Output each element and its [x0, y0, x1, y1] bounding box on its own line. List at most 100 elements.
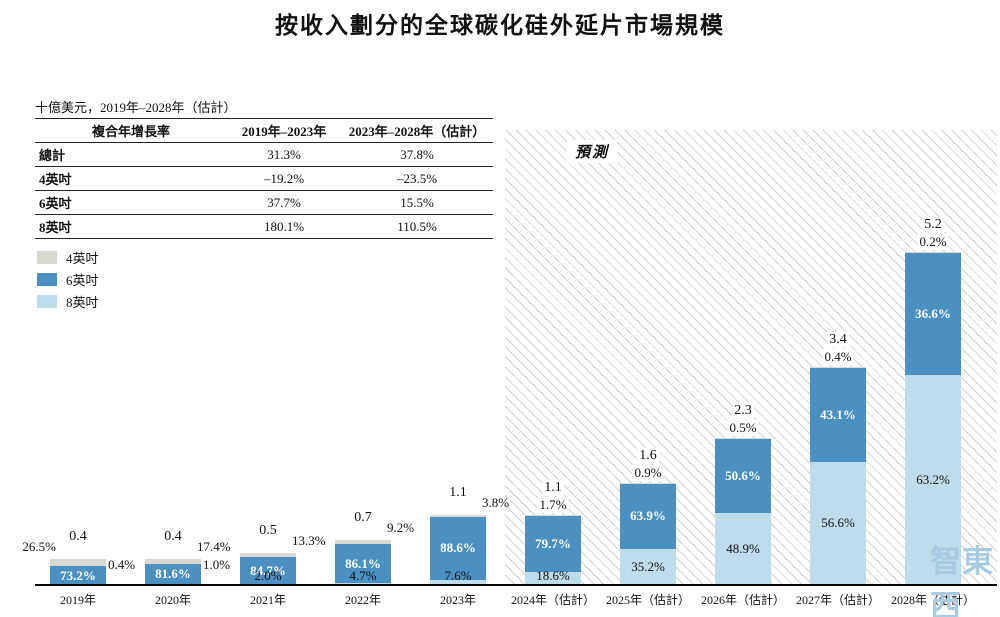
bar-segment-4inch [715, 437, 771, 439]
cagr-table-head: 複合年增長率 2019年–2023年 2023年–2028年（估計） [35, 118, 493, 143]
bar-8inch-label: 48.9% [726, 541, 760, 556]
bar-6inch-label: 73.2% [60, 567, 96, 583]
table-row: 8英吋 180.1% 110.5% [35, 214, 493, 239]
legend-swatch [37, 250, 57, 264]
bar-6inch-label: 86.1% [345, 555, 381, 571]
bar-segment-8inch [620, 548, 676, 585]
bar-segment-6inch [335, 544, 391, 583]
table-cell: 180.1% [227, 214, 341, 239]
bar-6inch-label: 36.6% [915, 305, 951, 321]
bar-total-label: 0.4 [69, 529, 87, 545]
bar-segment-6inch [715, 438, 771, 513]
bar-8inch-label: 1.0% [203, 557, 231, 572]
bar-segment-6inch [430, 517, 486, 580]
cagr-table-body: 總計 31.3% 37.8% 4英吋 –19.2% –23.5% 6英吋 37.7% 15.5%… [35, 142, 493, 239]
table-cell: 31.3% [227, 142, 341, 167]
bar-8inch-label: 56.6% [821, 515, 855, 531]
bar-segment-6inch [810, 368, 866, 462]
x-axis-label: 2021年 [249, 593, 287, 607]
bar-8inch-label: 7.6% [444, 568, 472, 583]
x-axis-label: 2026年（估計） [700, 593, 786, 607]
bar-segment-6inch [240, 557, 296, 585]
legend-label: 4英吋 [66, 250, 99, 266]
page-title: 按收入劃分的全球碳化硅外延片市場規模 [275, 13, 725, 38]
bar-8inch-label: 2.0% [254, 568, 282, 583]
bar-segment-8inch [525, 571, 581, 585]
bar-4inch-label: 1.7% [537, 496, 569, 513]
bar-4inch-label: 0.2% [917, 234, 949, 251]
legend-swatch [37, 294, 57, 308]
x-axis-line [35, 584, 997, 586]
bar-total-label: 0.5 [259, 523, 277, 538]
table-cell: –19.2% [227, 166, 341, 191]
bar-6inch-label: 43.1% [820, 406, 856, 422]
bar-4inch-label: 13.3% [292, 533, 326, 548]
bar-segment-6inch [905, 252, 961, 375]
forecast-label: 預測 [567, 140, 618, 163]
x-axis-label: 2019年 [59, 593, 97, 607]
table-cell: 4英吋 [35, 166, 227, 191]
bar-segment-4inch [810, 367, 866, 369]
bar-total-label: 5.2 [922, 217, 944, 234]
table-header-cell: 2023年–2028年（估計） [341, 118, 493, 143]
bar-6inch-label: 84.7% [250, 562, 286, 578]
legend-item: 4英吋 [37, 246, 99, 268]
bar-total-label: 2.3 [732, 402, 754, 419]
bar-8inch-label: 4.7% [349, 568, 377, 583]
table-cell: –23.5% [341, 166, 493, 191]
x-axis-label: 2025年（估計） [605, 593, 691, 607]
bar-6inch-label: 50.6% [725, 467, 761, 483]
bar-4inch-label: 3.8% [482, 494, 510, 510]
table-cell: 37.7% [227, 190, 341, 215]
bar-segment-8inch [810, 461, 866, 585]
bar-total-label: 0.7 [354, 510, 372, 526]
bar-4inch-label: 9.2% [387, 520, 415, 536]
bar-4inch-label: 17.4% [197, 539, 231, 555]
bar-total-label: 3.4 [827, 332, 849, 349]
bar-segment-8inch [430, 579, 486, 585]
bar-6inch-label: 79.7% [535, 535, 571, 551]
table-cell: 8英吋 [35, 214, 227, 239]
table-cell: 6英吋 [35, 190, 227, 215]
bar-segment-8inch [240, 584, 296, 585]
x-axis-label: 2027年（估計） [795, 593, 881, 607]
bar-4inch-label: 26.5% [22, 539, 56, 555]
legend-label: 6英吋 [66, 272, 99, 288]
table-row: 總計 31.3% 37.8% [35, 142, 493, 167]
table-row: 6英吋 37.7% 15.5% [35, 190, 493, 215]
x-axis-label: 2023年 [439, 593, 477, 607]
bar-8inch-label: 0.4% [108, 557, 136, 572]
bar-6inch-label: 81.6% [155, 566, 191, 582]
bar-segment-6inch [145, 563, 201, 585]
bar-segment-8inch [335, 582, 391, 585]
cagr-table: 複合年增長率 2019年–2023年 2023年–2028年（估計） 總計 31.3%… [35, 118, 493, 239]
table-cell: 15.5% [341, 190, 493, 215]
bar-6inch-label: 88.6% [440, 540, 476, 556]
bar-segment-6inch [620, 483, 676, 549]
bar-segment-4inch [50, 559, 106, 567]
x-axis-label: 2020年 [154, 593, 192, 607]
bar-6inch-label: 63.9% [630, 508, 666, 524]
legend-item: 6英吋 [37, 268, 99, 290]
bar-segment-6inch [525, 515, 581, 572]
legend-item: 8英吋 [37, 290, 99, 312]
bar-4inch-label: 0.5% [727, 419, 759, 436]
x-axis-label: 2022年 [344, 593, 382, 607]
bar-segment-4inch [620, 482, 676, 484]
legend: 4英吋 6英吋 8英吋 [37, 246, 99, 312]
table-cell: 37.8% [341, 142, 493, 167]
bar-total-label: 0.4 [164, 529, 182, 545]
watermark: 智東西 [930, 544, 994, 617]
bar-segment-4inch [240, 553, 296, 558]
bar-total-label: 1.1 [449, 484, 467, 500]
bar-8inch-label: 18.6% [536, 568, 570, 583]
bar-4inch-label: 0.4% [822, 349, 854, 366]
legend-swatch [37, 272, 57, 286]
forecast-region: 預測 [505, 130, 997, 585]
bar-segment-4inch [430, 514, 486, 518]
bar-segment-4inch [335, 540, 391, 545]
bar-8inch-label: 63.2% [916, 471, 950, 487]
bar-8inch-label: 35.2% [631, 558, 665, 574]
